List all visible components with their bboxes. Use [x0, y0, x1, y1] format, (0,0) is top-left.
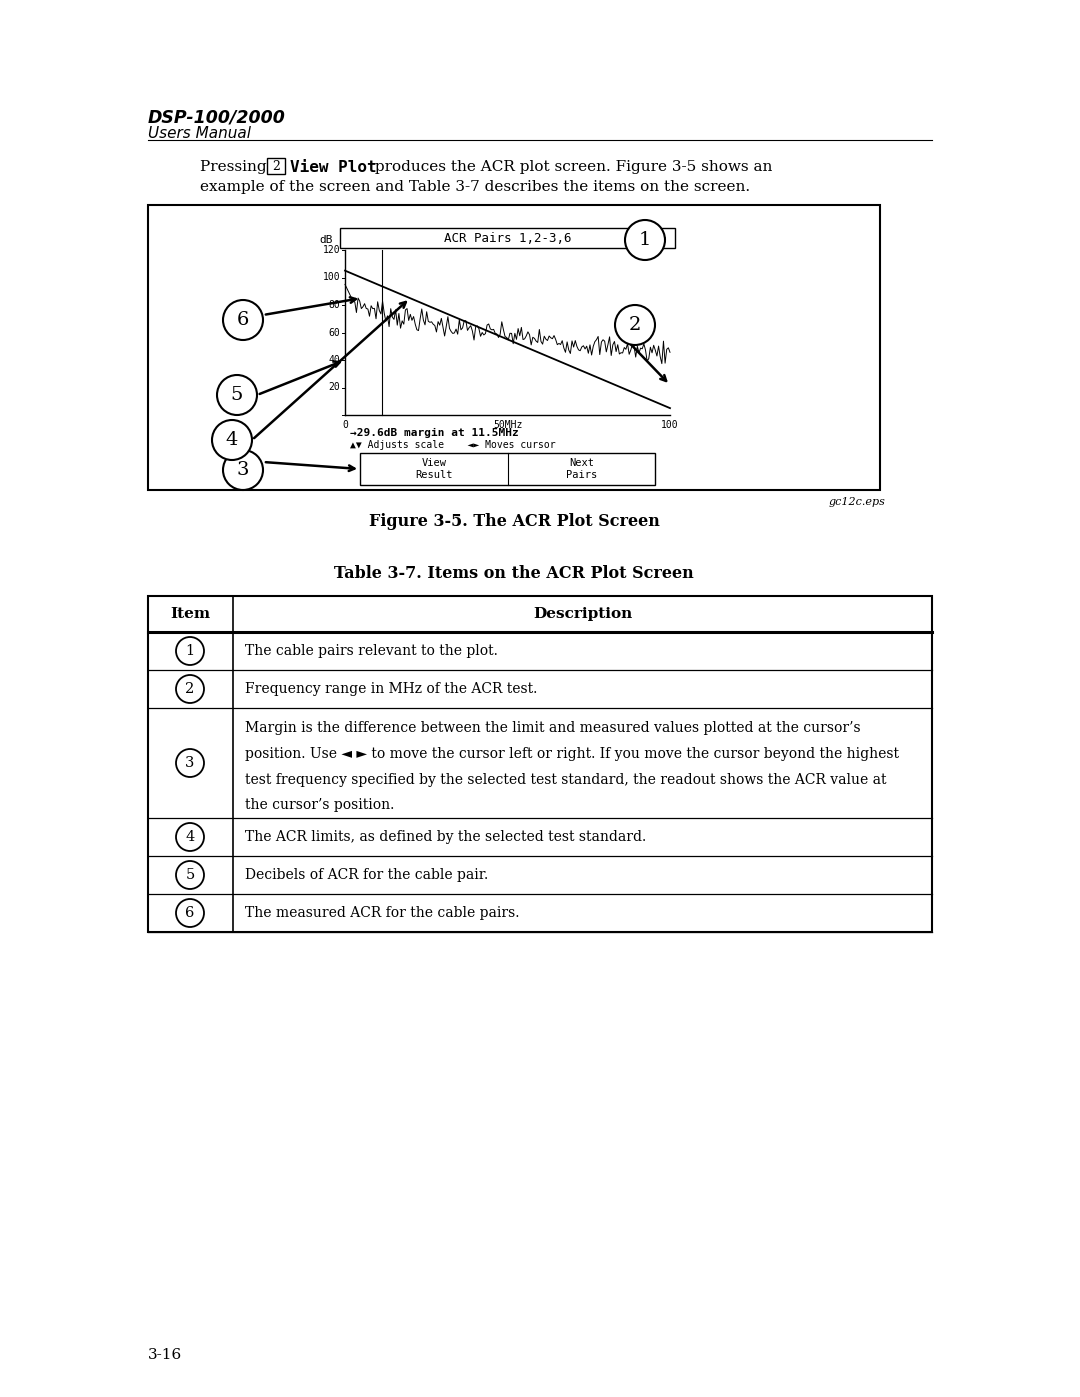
Text: 2: 2: [629, 316, 642, 334]
Text: 6: 6: [237, 312, 249, 330]
Text: 4: 4: [186, 830, 194, 844]
Text: Item: Item: [171, 608, 211, 622]
Text: DSP-100/2000: DSP-100/2000: [148, 108, 286, 126]
Text: the cursor’s position.: the cursor’s position.: [245, 798, 394, 812]
Circle shape: [222, 300, 264, 339]
Text: ACR Pairs 1,2-3,6: ACR Pairs 1,2-3,6: [444, 232, 571, 244]
Text: 60: 60: [328, 327, 340, 338]
Text: 0: 0: [342, 420, 348, 430]
Bar: [340, 228, 675, 249]
Bar: [148, 205, 880, 490]
Text: Users Manual: Users Manual: [148, 126, 251, 141]
Text: View Plot: View Plot: [291, 161, 377, 175]
Text: 2: 2: [186, 682, 194, 696]
Text: Margin is the difference between the limit and measured values plotted at the cu: Margin is the difference between the lim…: [245, 721, 861, 735]
Circle shape: [176, 749, 204, 777]
Text: gc12c.eps: gc12c.eps: [828, 497, 885, 507]
Text: 50MHz: 50MHz: [492, 420, 523, 430]
Text: test frequency specified by the selected test standard, the readout shows the AC: test frequency specified by the selected…: [245, 773, 887, 787]
Text: 3-16: 3-16: [148, 1348, 183, 1362]
Text: 6: 6: [186, 907, 194, 921]
Text: Pressing: Pressing: [200, 161, 271, 175]
Text: 5: 5: [231, 386, 243, 404]
Text: example of the screen and Table 3-7 describes the items on the screen.: example of the screen and Table 3-7 desc…: [200, 180, 751, 194]
Circle shape: [176, 637, 204, 665]
Text: View
Result: View Result: [415, 458, 453, 479]
Text: 40: 40: [328, 355, 340, 365]
Text: The ACR limits, as defined by the selected test standard.: The ACR limits, as defined by the select…: [245, 830, 646, 844]
Text: 1: 1: [638, 231, 651, 249]
Text: ▲▼ Adjusts scale    ◄► Moves cursor: ▲▼ Adjusts scale ◄► Moves cursor: [350, 440, 555, 450]
Text: Next
Pairs: Next Pairs: [566, 458, 597, 479]
Circle shape: [217, 374, 257, 415]
Circle shape: [615, 305, 654, 345]
Text: The cable pairs relevant to the plot.: The cable pairs relevant to the plot.: [245, 644, 498, 658]
Circle shape: [176, 861, 204, 888]
Text: Figure 3-5. The ACR Plot Screen: Figure 3-5. The ACR Plot Screen: [368, 514, 660, 531]
Text: position. Use ◄ ► to move the cursor left or right. If you move the cursor beyon: position. Use ◄ ► to move the cursor lef…: [245, 747, 899, 761]
Text: 120: 120: [322, 244, 340, 256]
Text: 5: 5: [186, 868, 194, 882]
Text: 1: 1: [186, 644, 194, 658]
Text: 2: 2: [272, 161, 280, 173]
Text: 3: 3: [186, 756, 194, 770]
Circle shape: [176, 675, 204, 703]
Text: 3: 3: [237, 461, 249, 479]
Text: 80: 80: [328, 300, 340, 310]
Bar: [267, 158, 285, 175]
Circle shape: [222, 450, 264, 490]
Text: dB: dB: [320, 235, 333, 244]
Text: 4: 4: [226, 432, 239, 448]
Circle shape: [176, 823, 204, 851]
Text: Decibels of ACR for the cable pair.: Decibels of ACR for the cable pair.: [245, 868, 488, 882]
Text: →29.6dB margin at 11.5MHz: →29.6dB margin at 11.5MHz: [350, 427, 518, 439]
Circle shape: [625, 219, 665, 260]
Text: Description: Description: [532, 608, 632, 622]
Circle shape: [212, 420, 252, 460]
Text: 100: 100: [661, 420, 679, 430]
Text: 20: 20: [328, 383, 340, 393]
Bar: [148, 597, 932, 932]
Text: produces the ACR plot screen. Figure 3-5 shows an: produces the ACR plot screen. Figure 3-5…: [370, 161, 772, 175]
Text: 100: 100: [322, 272, 340, 282]
Circle shape: [176, 900, 204, 928]
Bar: [360, 453, 654, 485]
Text: Table 3-7. Items on the ACR Plot Screen: Table 3-7. Items on the ACR Plot Screen: [334, 566, 693, 583]
Text: Frequency range in MHz of the ACR test.: Frequency range in MHz of the ACR test.: [245, 682, 538, 696]
Text: The measured ACR for the cable pairs.: The measured ACR for the cable pairs.: [245, 907, 519, 921]
